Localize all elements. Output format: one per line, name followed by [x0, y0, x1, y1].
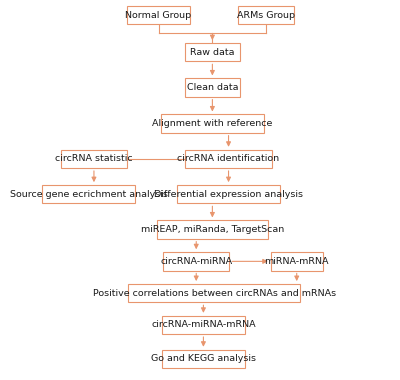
Text: circRNA-miRNA-mRNA: circRNA-miRNA-mRNA	[151, 320, 256, 329]
FancyBboxPatch shape	[128, 284, 300, 302]
Text: ARMs Group: ARMs Group	[237, 11, 295, 20]
Text: Positive correlations between circRNAs and mRNAs: Positive correlations between circRNAs a…	[93, 289, 336, 298]
FancyBboxPatch shape	[157, 220, 268, 239]
Text: circRNA identification: circRNA identification	[178, 154, 280, 163]
Text: circRNA-miRNA: circRNA-miRNA	[160, 257, 232, 266]
Text: Raw data: Raw data	[190, 48, 235, 57]
Text: Differential expression analysis: Differential expression analysis	[154, 190, 303, 199]
FancyBboxPatch shape	[238, 6, 294, 24]
Text: Go and KEGG analysis: Go and KEGG analysis	[151, 355, 256, 363]
FancyBboxPatch shape	[61, 150, 127, 168]
Text: Clean data: Clean data	[187, 83, 238, 92]
FancyBboxPatch shape	[184, 43, 240, 62]
Text: miRNA-mRNA: miRNA-mRNA	[264, 257, 329, 266]
FancyBboxPatch shape	[163, 252, 230, 271]
Text: circRNA statistic: circRNA statistic	[55, 154, 133, 163]
FancyBboxPatch shape	[162, 350, 245, 368]
FancyBboxPatch shape	[186, 150, 272, 168]
FancyBboxPatch shape	[177, 185, 280, 203]
FancyBboxPatch shape	[161, 114, 264, 133]
Text: Normal Group: Normal Group	[126, 11, 192, 20]
FancyBboxPatch shape	[271, 252, 323, 271]
FancyBboxPatch shape	[42, 185, 135, 203]
FancyBboxPatch shape	[127, 6, 190, 24]
FancyBboxPatch shape	[184, 78, 240, 97]
Text: miREAP, miRanda, TargetScan: miREAP, miRanda, TargetScan	[141, 225, 284, 234]
Text: Source gene ecrichment analysis: Source gene ecrichment analysis	[10, 190, 168, 199]
FancyBboxPatch shape	[162, 316, 245, 334]
Text: Alignment with reference: Alignment with reference	[152, 119, 272, 128]
